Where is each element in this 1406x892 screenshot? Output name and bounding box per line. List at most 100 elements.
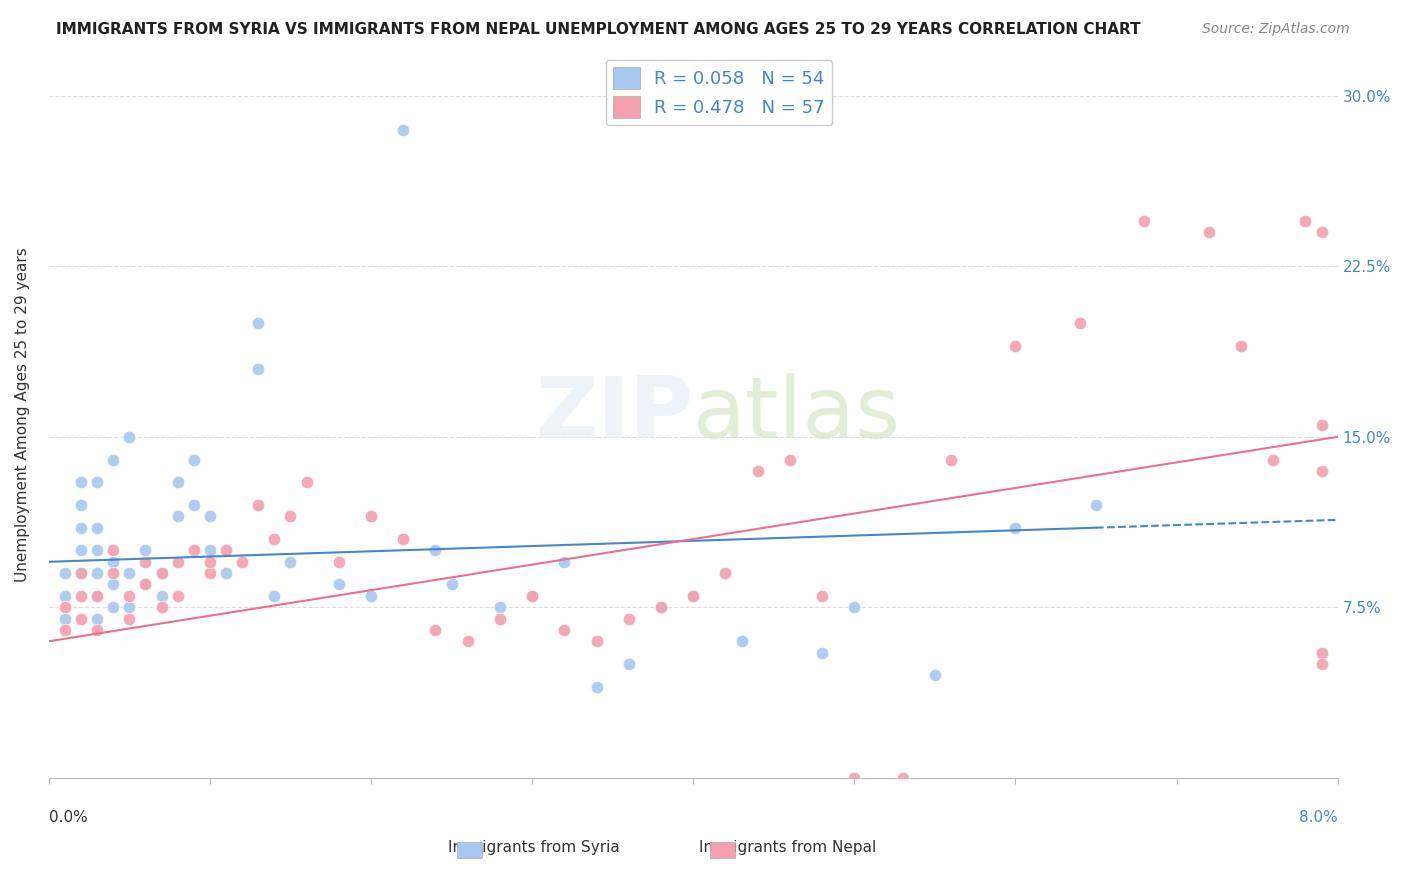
Point [198,509,221,524]
Point [86,475,108,490]
Point [70,611,93,625]
Point [118,589,141,603]
Point [553,623,575,637]
Point [70,566,93,581]
Point [1004,339,1026,353]
Point [682,589,704,603]
Point [489,600,512,615]
Point [1069,316,1091,330]
Point [134,577,156,591]
Point [263,532,285,546]
Point [844,600,866,615]
Point [70,566,93,581]
Point [924,668,946,682]
Point [520,589,543,603]
Point [714,566,737,581]
Text: IMMIGRANTS FROM SYRIA VS IMMIGRANTS FROM NEPAL UNEMPLOYMENT AMONG AGES 25 TO 29 : IMMIGRANTS FROM SYRIA VS IMMIGRANTS FROM… [56,22,1140,37]
Text: Immigrants from Syria: Immigrants from Syria [449,840,620,855]
Point [295,475,318,490]
Point [489,611,512,625]
Point [1133,214,1156,228]
Point [247,316,270,330]
Point [183,543,205,558]
Point [150,566,173,581]
Text: 8.0%: 8.0% [1299,810,1337,825]
Point [86,521,108,535]
Point [553,555,575,569]
Point [440,577,463,591]
Point [747,464,769,478]
Point [1310,657,1333,671]
Point [134,543,156,558]
Point [280,555,302,569]
Point [103,452,125,467]
Point [86,566,108,581]
Point [118,600,141,615]
Point [86,589,108,603]
Point [134,555,156,569]
Point [183,498,205,512]
Point [166,555,188,569]
Point [70,521,93,535]
Point [231,555,253,569]
Point [103,600,125,615]
Point [215,543,238,558]
Text: ZIP: ZIP [536,373,693,456]
Point [844,771,866,785]
Point [166,589,188,603]
Point [891,771,914,785]
Point [86,589,108,603]
Point [70,589,93,603]
Point [53,611,76,625]
Point [53,566,76,581]
Point [939,452,962,467]
Point [118,430,141,444]
Point [198,543,221,558]
Point [280,509,302,524]
Point [1230,339,1253,353]
Point [103,543,125,558]
Point [1310,464,1333,478]
Point [360,509,382,524]
Point [86,623,108,637]
Point [247,361,270,376]
Point [617,657,640,671]
Point [53,623,76,637]
Text: 0.0%: 0.0% [49,810,87,825]
Point [53,600,76,615]
Point [118,611,141,625]
Point [520,589,543,603]
Text: Immigrants from Nepal: Immigrants from Nepal [699,840,876,855]
Point [585,680,607,694]
Point [650,600,672,615]
Point [103,566,125,581]
Point [118,566,141,581]
Point [150,589,173,603]
Point [1310,226,1333,240]
Point [425,543,447,558]
Point [215,566,238,581]
Point [263,589,285,603]
Point [1084,498,1107,512]
Point [779,452,801,467]
Point [328,555,350,569]
Point [70,498,93,512]
Point [457,634,479,648]
Point [53,589,76,603]
Text: Source: ZipAtlas.com: Source: ZipAtlas.com [1202,22,1350,37]
Point [150,566,173,581]
Point [1310,418,1333,433]
Point [103,577,125,591]
Point [103,555,125,569]
Point [150,600,173,615]
Point [811,589,834,603]
Point [1310,646,1333,660]
Point [730,634,752,648]
Point [1004,521,1026,535]
Point [166,475,188,490]
Point [811,646,834,660]
Point [166,509,188,524]
Point [70,475,93,490]
Point [392,532,415,546]
Y-axis label: Unemployment Among Ages 25 to 29 years: Unemployment Among Ages 25 to 29 years [15,247,30,582]
